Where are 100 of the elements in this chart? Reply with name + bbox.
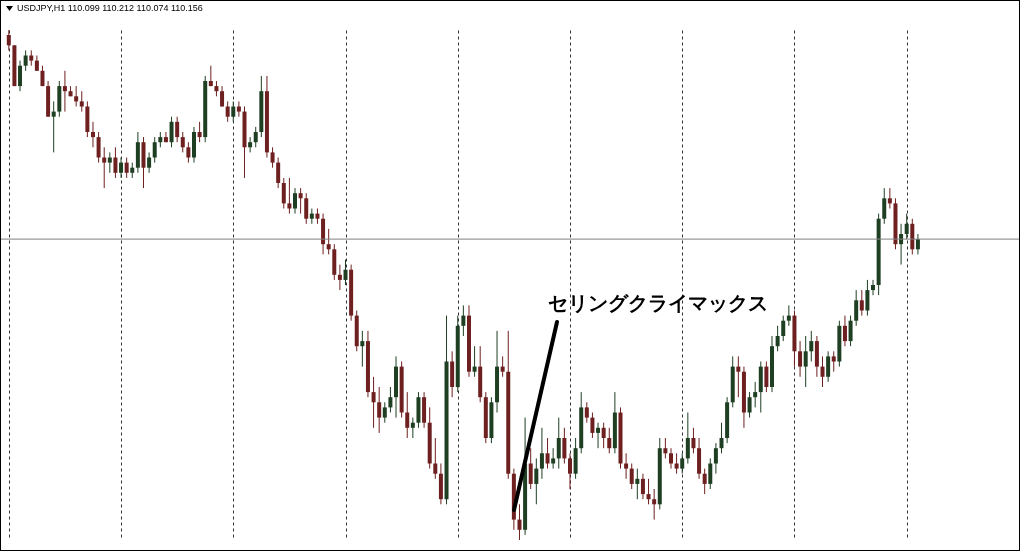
candlestick xyxy=(596,422,601,449)
candlestick xyxy=(405,391,410,439)
candlestick xyxy=(691,427,696,454)
candlestick xyxy=(562,427,567,464)
candlestick xyxy=(360,330,365,368)
candlestick xyxy=(119,157,124,179)
candlestick xyxy=(534,457,539,505)
candlestick xyxy=(713,442,718,475)
candlestick xyxy=(433,437,438,480)
candlestick xyxy=(51,100,56,153)
candlestick xyxy=(102,146,107,189)
candlestick xyxy=(74,85,79,107)
candlestick xyxy=(298,187,303,215)
candlestick xyxy=(882,187,887,225)
candlestick xyxy=(343,259,348,286)
candlestick xyxy=(635,468,640,500)
candlestick xyxy=(551,447,556,470)
candlestick xyxy=(270,146,275,169)
candlestick xyxy=(702,468,707,495)
candlestick xyxy=(236,100,241,118)
candlestick xyxy=(854,289,859,327)
candlestick xyxy=(708,457,713,490)
candlestick xyxy=(410,417,415,439)
candlestick xyxy=(567,452,572,490)
candlestick xyxy=(231,100,236,123)
candlestick xyxy=(764,361,769,393)
candlestick xyxy=(747,391,752,419)
candlestick xyxy=(62,70,67,113)
candlestick xyxy=(293,187,298,215)
candlestick xyxy=(528,447,533,490)
candlestick xyxy=(180,131,185,153)
candlestick xyxy=(79,90,84,113)
candlestick xyxy=(629,463,634,490)
candlestick xyxy=(719,422,724,454)
candlestick xyxy=(90,121,95,148)
candlestick xyxy=(826,350,831,383)
candlestick xyxy=(848,315,853,347)
candlestick xyxy=(388,386,393,413)
candlestick xyxy=(556,417,561,470)
candlestick xyxy=(107,151,112,174)
candlestick xyxy=(248,136,253,153)
candlestick xyxy=(6,29,11,51)
candlestick xyxy=(859,289,864,317)
candlestick xyxy=(831,350,836,373)
candlestick xyxy=(169,116,174,148)
annotation: セリングクライマックス xyxy=(548,290,768,317)
candlestick xyxy=(472,345,477,378)
candlestick xyxy=(736,355,741,398)
candlestick xyxy=(304,192,309,225)
candlestick xyxy=(539,427,544,480)
candlestick xyxy=(640,473,645,500)
candlestick xyxy=(382,401,387,424)
candlestick xyxy=(175,116,180,143)
candlestick xyxy=(500,355,505,378)
candlestick xyxy=(680,452,685,475)
candlestick xyxy=(652,488,657,521)
candlestick xyxy=(371,376,376,429)
candlestick xyxy=(113,146,118,179)
candlestick xyxy=(18,60,23,92)
chart-title: USDJPY,H1 110.099 110.212 110.074 110.156 xyxy=(17,3,203,13)
candlestick xyxy=(669,447,673,470)
candlestick xyxy=(753,381,758,408)
candlestick xyxy=(887,187,892,209)
candlestick xyxy=(276,157,281,189)
candlestick xyxy=(590,412,595,439)
candlestick xyxy=(871,279,876,296)
candlestick xyxy=(803,335,808,388)
candlestick xyxy=(517,503,522,541)
candlestick xyxy=(786,304,791,327)
candlestick xyxy=(326,228,331,255)
candlestick xyxy=(904,213,909,240)
candlestick xyxy=(124,157,129,179)
candlestick xyxy=(147,151,152,174)
candlestick xyxy=(842,315,847,347)
candlestick xyxy=(624,452,629,480)
candlestick xyxy=(781,315,786,342)
candlestick xyxy=(220,85,225,107)
candlestick xyxy=(23,49,28,72)
candlestick xyxy=(377,386,382,434)
candlestick xyxy=(663,437,668,459)
candlestick xyxy=(674,452,679,475)
candlestick xyxy=(584,401,589,424)
candlestick xyxy=(337,264,342,291)
candlestick xyxy=(775,325,780,352)
candlestick xyxy=(96,131,101,164)
candlestick xyxy=(809,330,814,362)
candlestick xyxy=(225,100,230,123)
candlestick xyxy=(281,177,286,209)
candlestick xyxy=(865,279,870,317)
candlestick xyxy=(287,177,292,215)
candlestick xyxy=(601,422,606,449)
candlestick xyxy=(545,437,550,470)
candlestick xyxy=(607,427,612,454)
candlestick xyxy=(685,412,690,464)
candlestick xyxy=(152,136,157,164)
candlestick xyxy=(461,304,466,337)
candlestick xyxy=(820,355,825,388)
candlestick xyxy=(197,121,202,143)
candlestick xyxy=(163,131,168,143)
candlestick xyxy=(186,141,191,164)
